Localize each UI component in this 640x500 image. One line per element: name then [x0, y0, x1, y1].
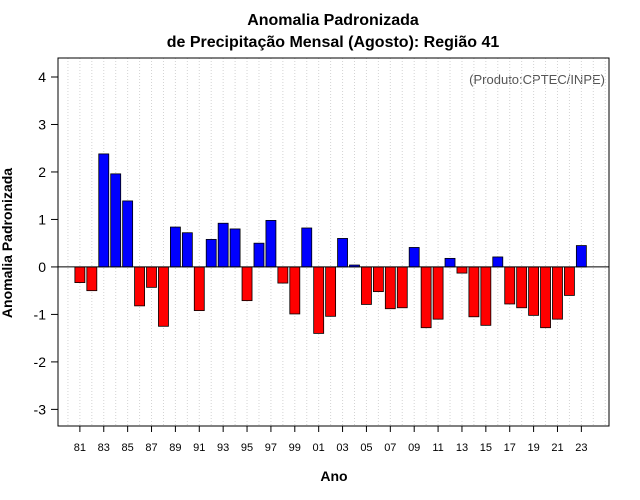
- x-tick-label: 17: [504, 442, 516, 454]
- grid: [67, 58, 606, 426]
- bar-2020: [540, 266, 551, 329]
- bar-1993: [217, 222, 229, 268]
- bar-1996: [253, 242, 265, 268]
- bar-1989: [169, 226, 181, 268]
- bar-2003: [337, 238, 348, 268]
- bar-1985: [122, 200, 134, 268]
- bar-2001: [313, 266, 325, 334]
- bar-2008: [396, 266, 408, 309]
- x-tick-label: 13: [456, 442, 468, 454]
- x-tick-label: 21: [551, 442, 563, 454]
- y-tick-label: -2: [34, 354, 47, 370]
- bar-1997: [265, 219, 277, 268]
- x-tick-label: 97: [265, 442, 277, 454]
- bar-1991: [193, 266, 205, 312]
- bar-2023: [575, 245, 587, 268]
- bar-1982: [86, 266, 98, 292]
- x-tick-label: 99: [289, 442, 301, 454]
- x-tick-label: 15: [480, 442, 492, 454]
- y-tick-label: 0: [38, 259, 46, 275]
- x-tick-label: 89: [169, 442, 181, 454]
- x-tick-label: 95: [241, 442, 253, 454]
- bar-1986: [134, 266, 145, 307]
- bar-2018: [516, 266, 528, 309]
- credit-label: (Produto:CPTEC/INPE): [469, 72, 605, 87]
- plot-frame: [57, 57, 610, 427]
- x-tick-label: 11: [432, 442, 443, 454]
- bar-2005: [361, 266, 372, 305]
- x-tick-label: 85: [122, 442, 134, 454]
- bar-2011: [432, 266, 444, 320]
- x-tick-label: 93: [217, 442, 229, 454]
- bar-1990: [181, 232, 193, 268]
- bar-1984: [110, 173, 122, 268]
- bars: [74, 153, 587, 334]
- bar-1981: [74, 266, 86, 283]
- bar-2016: [492, 256, 504, 268]
- x-tick-label: 03: [336, 442, 348, 454]
- bar-1983: [98, 153, 110, 268]
- x-tick-label: 07: [384, 442, 396, 454]
- x-tick-label: 81: [74, 442, 86, 454]
- x-tick-label: 01: [313, 442, 325, 454]
- bar-1992: [205, 238, 217, 268]
- y-tick-label: 1: [38, 211, 46, 227]
- bar-2000: [301, 227, 313, 268]
- x-tick-label: 05: [360, 442, 372, 454]
- bar-1999: [289, 266, 301, 315]
- bar-2002: [325, 266, 337, 317]
- y-tick-label: -1: [34, 306, 47, 322]
- y-tick-label: 2: [38, 164, 46, 180]
- bar-2022: [564, 266, 575, 296]
- bar-1998: [277, 266, 289, 284]
- x-tick-label: 91: [193, 442, 205, 454]
- x-tick-label: 83: [98, 442, 110, 454]
- bar-2019: [528, 266, 539, 316]
- y-tick-label: 4: [38, 69, 46, 85]
- chart-title: Anomalia Padronizada: [247, 12, 419, 29]
- bar-1995: [241, 266, 253, 302]
- y-axis-label: Anomalia Padronizada: [0, 168, 15, 318]
- bar-2006: [372, 266, 384, 293]
- bar-2015: [480, 266, 492, 326]
- bar-2007: [384, 266, 396, 310]
- bar-2021: [552, 266, 563, 320]
- bar-2014: [468, 266, 480, 318]
- chart-subtitle: de Precipitação Mensal (Agosto): Região …: [167, 34, 500, 51]
- x-tick-label: 23: [575, 442, 587, 454]
- bar-2010: [420, 266, 432, 329]
- x-tick-label: 19: [527, 442, 539, 454]
- bar-2013: [456, 266, 468, 274]
- bar-2017: [504, 266, 516, 305]
- x-tick-label: 09: [408, 442, 420, 454]
- x-axis-label: Ano: [320, 468, 347, 484]
- y-tick-label: -3: [34, 401, 47, 417]
- bar-2009: [408, 247, 420, 268]
- bar-1987: [146, 266, 157, 288]
- x-tick-label: 87: [145, 442, 157, 454]
- bar-1994: [229, 228, 241, 268]
- bar-1988: [158, 266, 169, 327]
- y-tick-label: 3: [38, 116, 46, 132]
- bar-2012: [444, 257, 456, 268]
